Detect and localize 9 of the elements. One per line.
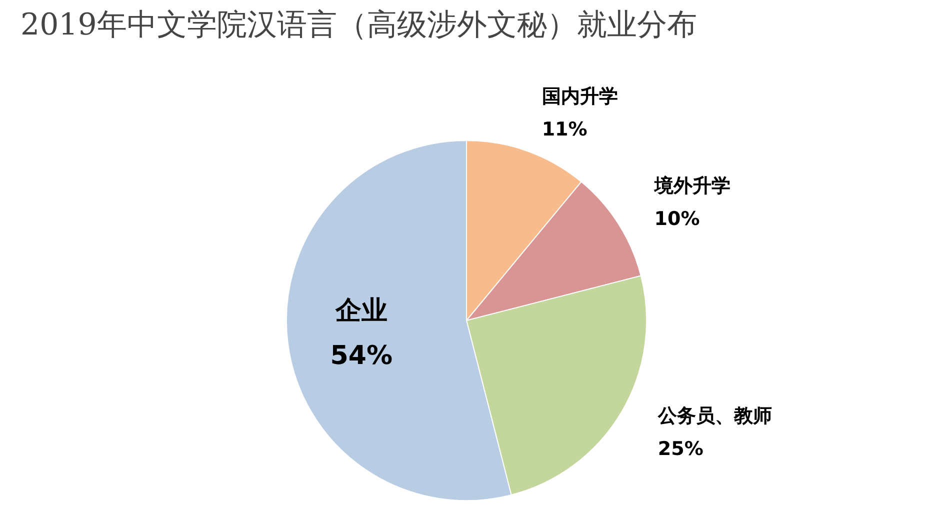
chart-title: 2019年中文学院汉语言（高级涉外文秘）就业分布: [20, 8, 697, 42]
data-label: 54%: [330, 341, 393, 372]
slice-label: 国内升学: [542, 86, 618, 108]
slice-label: 公务员、教师: [656, 405, 772, 428]
data-label: 25%: [658, 438, 704, 460]
slice-label: 企业: [334, 296, 388, 326]
data-label: 11%: [542, 118, 588, 141]
slice-label: 境外升学: [653, 174, 730, 197]
data-label: 10%: [654, 208, 700, 230]
